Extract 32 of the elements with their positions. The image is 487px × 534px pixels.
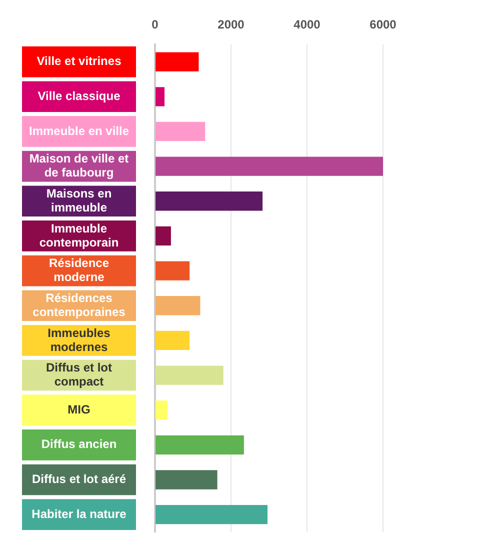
y-tick-label: Ville et vitrines xyxy=(36,54,122,68)
bar xyxy=(156,122,206,142)
y-tick-label: Ville classique xyxy=(38,88,121,103)
bar xyxy=(156,330,190,350)
bar xyxy=(156,156,383,176)
y-tick-label: Résidences contemporaines xyxy=(32,290,126,319)
bar xyxy=(156,226,171,246)
y-tick-label: Diffus et lot aéré xyxy=(32,472,126,486)
y-tick-label: Immeuble en ville xyxy=(28,124,130,138)
bar xyxy=(156,505,268,524)
bar xyxy=(156,470,218,490)
y-tick-label: Diffus et lot compact xyxy=(46,360,112,389)
bar xyxy=(156,261,190,280)
bar xyxy=(156,366,224,385)
bar xyxy=(156,435,244,455)
y-tick-label: Diffus ancien xyxy=(41,437,117,452)
bar xyxy=(156,192,263,211)
y-tick-label: Immeuble contemporain xyxy=(39,221,119,250)
x-tick-label: 4000 xyxy=(294,18,321,32)
x-tick-label: 0 xyxy=(152,18,159,32)
y-tick-label: Immeubles modernes xyxy=(48,326,111,354)
bar xyxy=(156,87,164,106)
x-tick-label: 2000 xyxy=(218,18,245,32)
y-tick-label: Maisons en immeuble xyxy=(46,186,112,214)
y-tick-label: MIG xyxy=(68,402,90,416)
y-tick-label: Maison de ville et de faubourg xyxy=(29,152,129,180)
bar xyxy=(156,400,168,420)
bar xyxy=(156,52,199,72)
y-tick-label: Habiter la nature xyxy=(32,506,127,521)
bar xyxy=(156,296,200,316)
x-tick-label: 6000 xyxy=(370,18,397,32)
y-tick-label: Résidence moderne xyxy=(48,256,110,284)
